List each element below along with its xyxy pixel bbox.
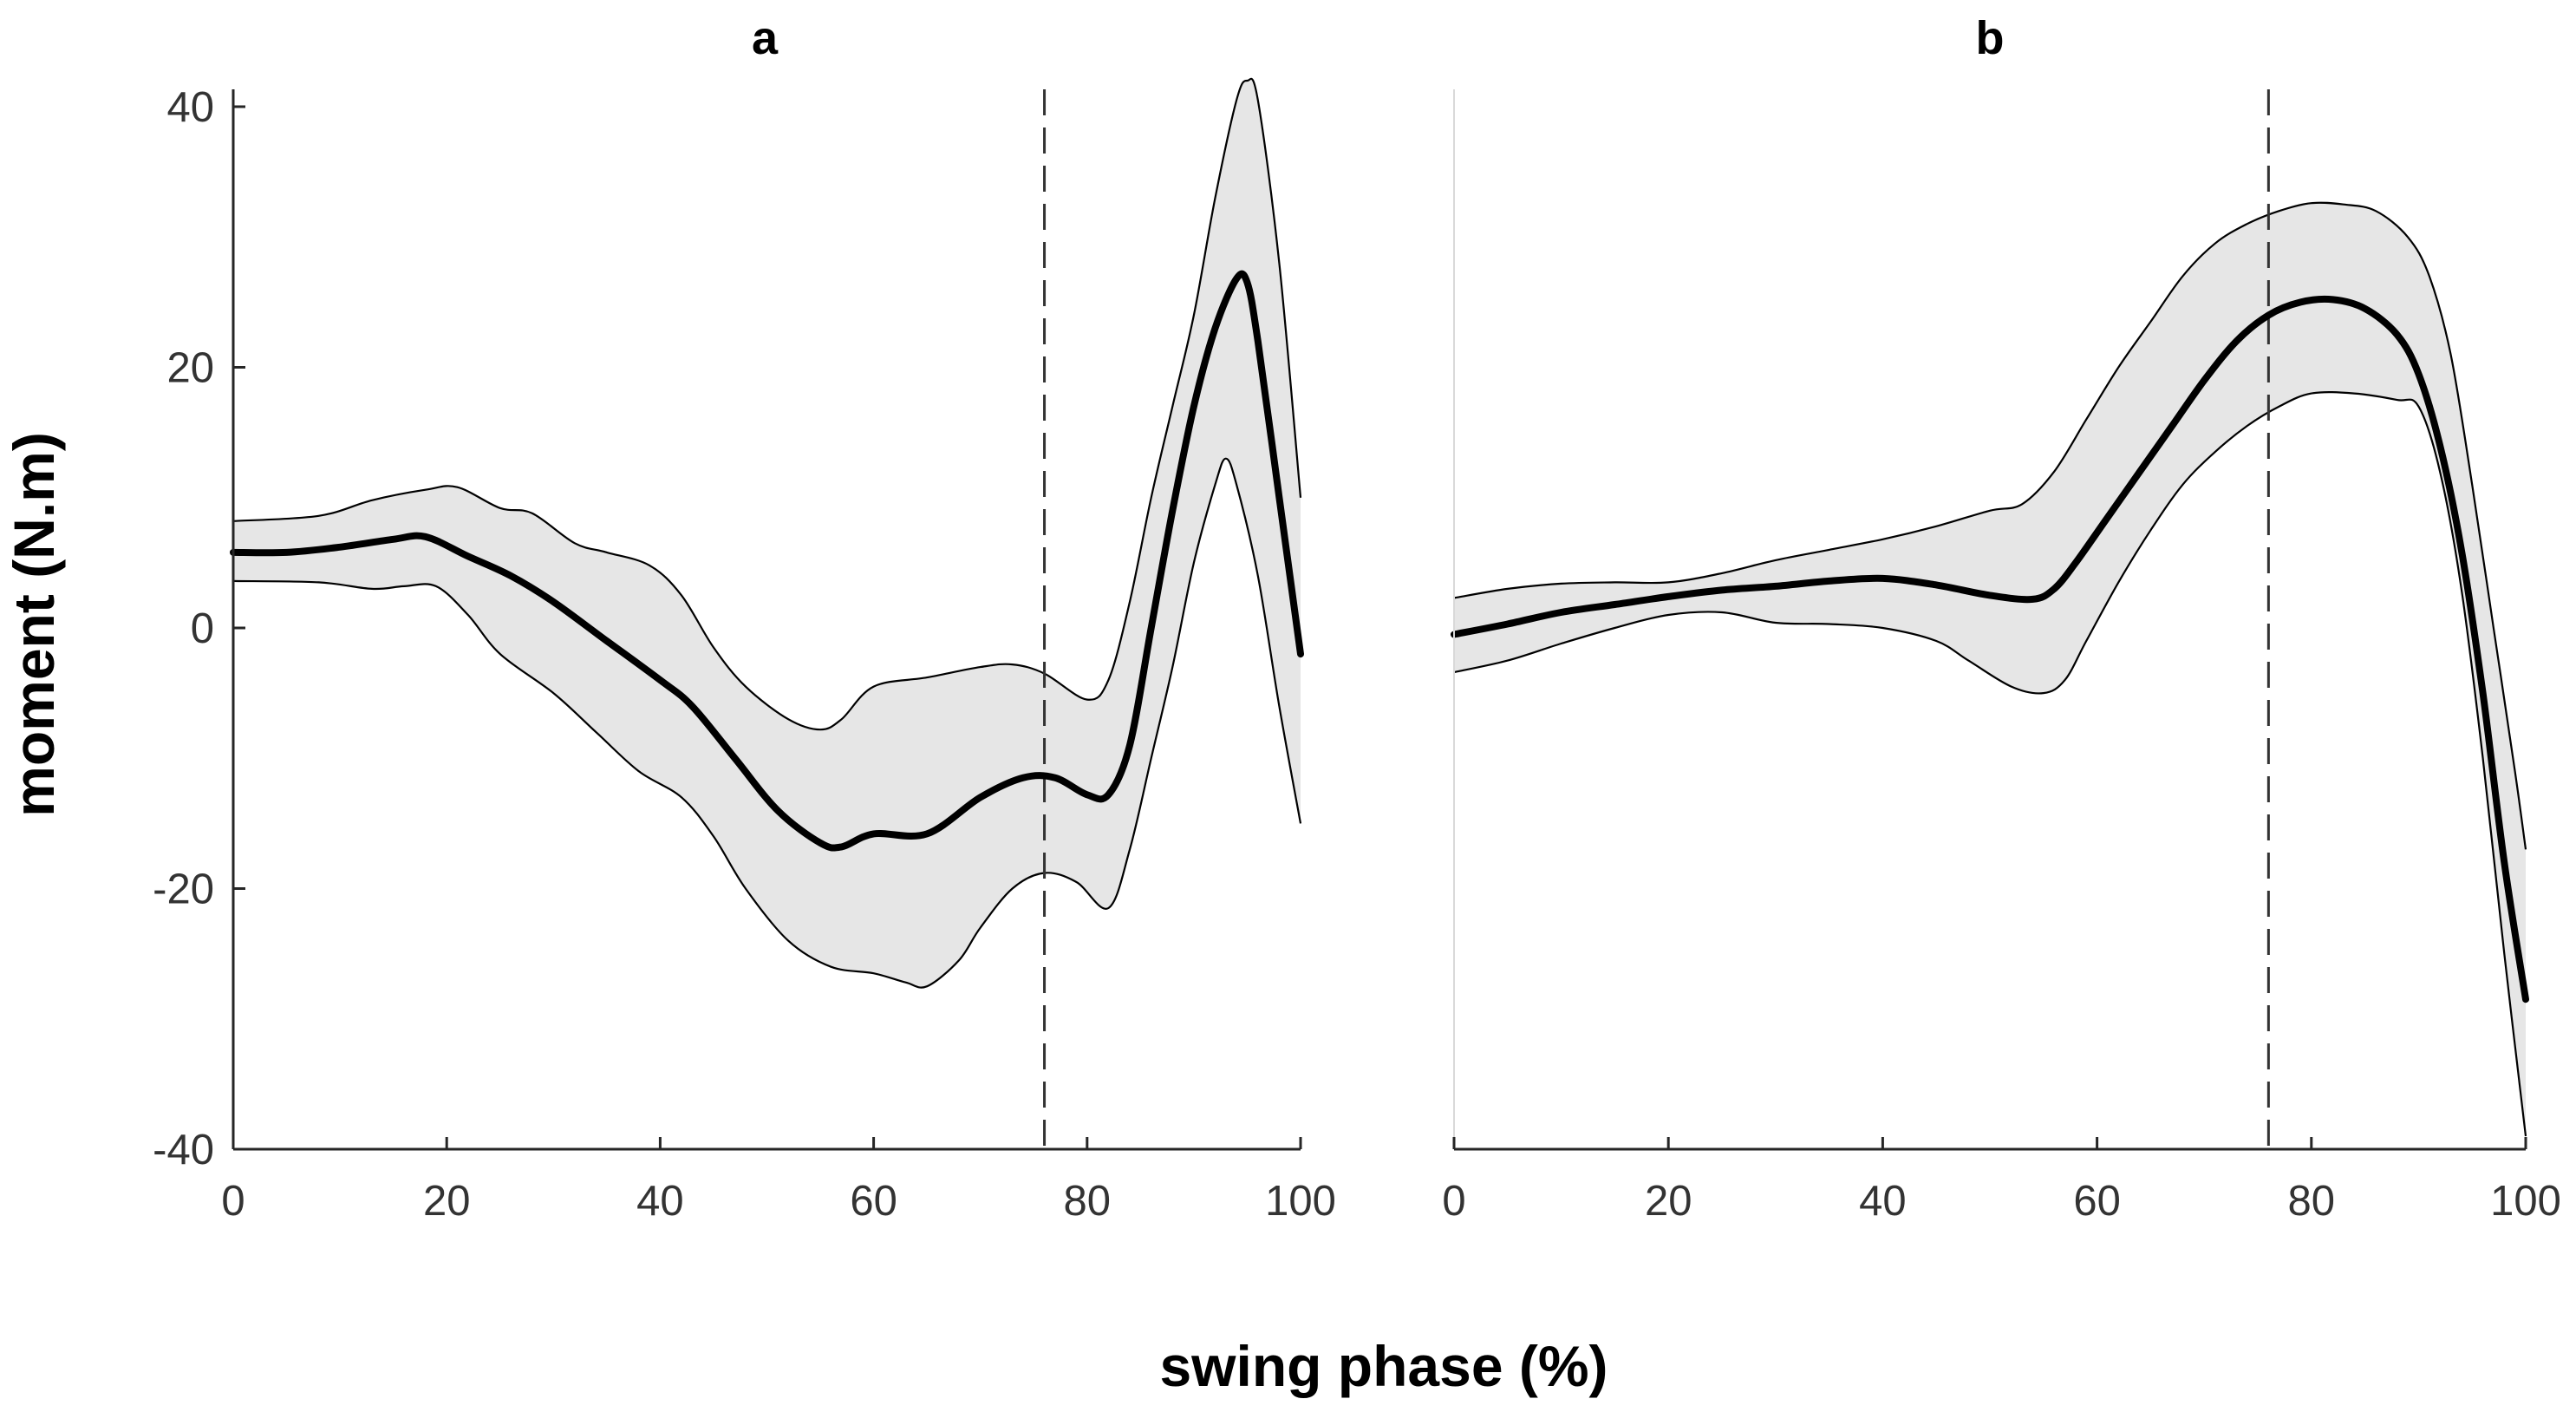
panel-b-upper-bound-line	[1453, 201, 2527, 850]
panel-b-title: b	[1976, 12, 2005, 64]
panel-a-x-tick-label: 100	[1265, 1178, 1336, 1225]
panel-a-upper-bound-line	[232, 77, 1302, 731]
panel-b-x-tick-label: 80	[2288, 1178, 2336, 1225]
panel-b-x-tick-label: 40	[1859, 1178, 1907, 1225]
panel-a-x-tick-label: 80	[1064, 1178, 1112, 1225]
panel-a-x-tick-label: 20	[423, 1178, 471, 1225]
panel-a-y-tick-label: 0	[191, 605, 214, 652]
panel-b-sd-band	[1454, 202, 2526, 1137]
panel-a-y-tick-label: 40	[166, 84, 214, 131]
panel-a-y-tick-label: 20	[166, 345, 214, 392]
panel-b-mean-line	[1451, 295, 2529, 1003]
y-axis-title: moment (N.m)	[2, 432, 66, 817]
panel-b-lower-bound-line	[1453, 391, 2527, 1137]
panel-a-title: a	[752, 12, 779, 64]
panel-a-mean-line	[230, 270, 1304, 852]
panel-b-x-tick-label: 100	[2490, 1178, 2561, 1225]
panel-a-y-tick-label: -40	[153, 1127, 214, 1173]
panel-a-x-tick-label: 40	[636, 1178, 684, 1225]
panel-a-x-tick-label: 60	[850, 1178, 897, 1225]
x-axis-title: swing phase (%)	[1159, 1334, 1608, 1398]
panel-b: b 0 20 40 60 80 100	[1442, 12, 2561, 1225]
panel-a-y-tick-label: -20	[153, 866, 214, 913]
panel-b-x-tick-label: 20	[1645, 1178, 1692, 1225]
panel-a-x-tick-label: 0	[221, 1178, 245, 1225]
panel-a-lower-bound-line	[232, 457, 1302, 989]
panel-b-x-tick-label: 60	[2073, 1178, 2121, 1225]
panel-b-x-tick-label: 0	[1442, 1178, 1465, 1225]
panel-a-sd-band	[233, 78, 1301, 988]
